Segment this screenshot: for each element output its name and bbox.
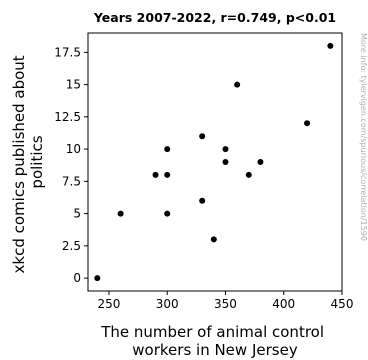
plot-area-frame [87, 32, 343, 292]
y-axis-label-line-1: xkcd comics published about [10, 55, 28, 273]
y-tick-label: 12.5 [54, 110, 81, 124]
data-point [94, 275, 101, 282]
x-axis: 250 300 350 400 450 [98, 291, 354, 311]
y-tick-label: 10 [66, 142, 81, 156]
y-axis-label: xkcd comics published about politics [10, 51, 46, 274]
data-point [210, 236, 217, 243]
x-axis-label: The number of animal control workers in … [100, 323, 329, 359]
x-tick-label: 250 [98, 297, 121, 311]
x-axis-label-line-1: The number of animal control [100, 323, 324, 341]
y-tick-label: 0 [73, 271, 81, 285]
data-point [199, 133, 206, 140]
data-point [152, 171, 159, 178]
data-point [164, 146, 171, 153]
x-tick-label: 450 [331, 297, 354, 311]
y-axis-label-line-2: politics [28, 135, 46, 188]
data-point [304, 120, 311, 127]
data-point [222, 159, 229, 165]
y-tick-label: 2.5 [62, 239, 81, 253]
data-point [245, 171, 252, 178]
data-points [94, 42, 334, 282]
y-tick-label: 15 [66, 78, 81, 92]
y-axis: 0 2.5 5 7.5 10 12.5 15 17.5 [54, 45, 88, 285]
chart-title: Years 2007-2022, r=0.749, p<0.01 [93, 10, 336, 25]
y-tick-label: 5 [73, 207, 81, 221]
data-point [164, 210, 171, 217]
data-point [117, 210, 124, 217]
data-point [199, 197, 206, 204]
x-tick-label: 400 [272, 297, 295, 311]
data-point [234, 81, 241, 88]
data-point [327, 42, 334, 49]
y-tick-label: 7.5 [62, 174, 81, 188]
source-watermark: More info: tylervigen.com/spurious/corre… [359, 33, 368, 241]
x-tick-label: 350 [214, 297, 237, 311]
data-point [222, 146, 229, 153]
data-point [257, 159, 264, 165]
y-tick-label: 17.5 [54, 45, 81, 59]
x-tick-label: 300 [156, 297, 179, 311]
data-point [164, 171, 171, 178]
x-axis-label-line-2: workers in New Jersey [132, 341, 298, 359]
